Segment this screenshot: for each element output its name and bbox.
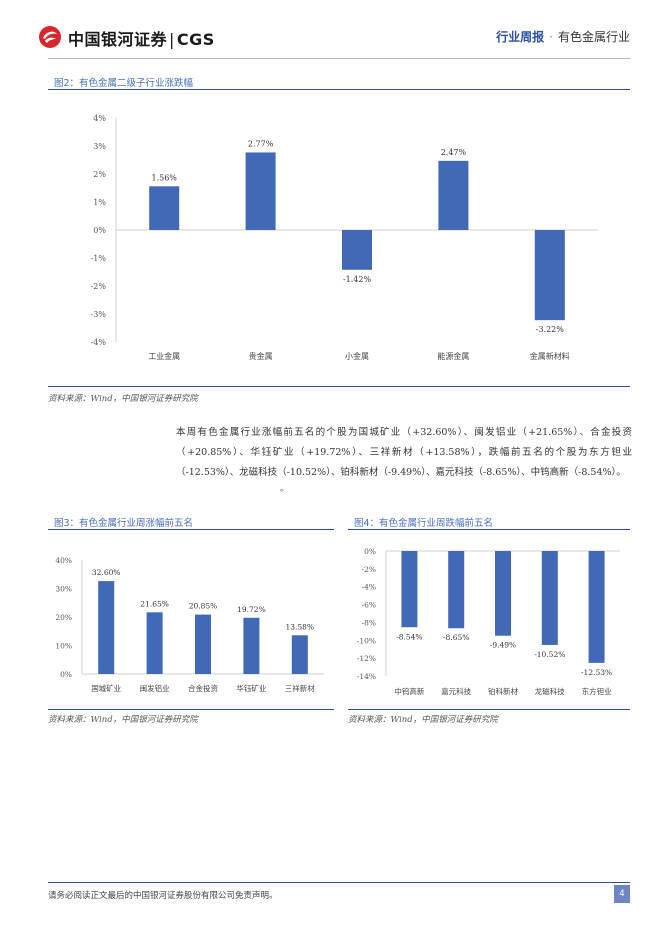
figure3-title: 图3：有色金属行业周涨幅前五名 [54,518,194,529]
figure4-y-tick-label: -12% [357,654,376,663]
figure3-data-label: 19.72% [237,605,266,614]
figure2-y-tick-label: 1% [93,198,106,207]
figure3-y-tick-label: 30% [55,585,72,594]
figure4-category-label: 中钨高新 [394,686,424,696]
figure3-y-tick-label: 20% [55,613,72,622]
footer-divider [48,882,630,883]
figure2-data-label: 1.56% [151,173,177,182]
figure2-bottom-rule [48,386,630,387]
body-paragraph: 本周有色金属行业涨幅前五名的个股为国城矿业（+32.60%）、闽发铝业（+21.… [176,427,632,478]
figure4-category-label: 龙磁科技 [535,686,565,696]
page-header: 中国银河证券 | CGS 行业周报 · 有色金属行业 [0,0,662,70]
figure3-data-label: 21.65% [140,599,169,608]
figure4-y-tick-label: -14% [357,672,376,681]
figure2-bar [149,186,180,230]
figure3-bar [195,614,211,674]
header-separator: · [549,30,553,44]
figure4-y-tick-label: -2% [362,565,376,574]
figure4-category-label: 嘉元科技 [441,686,471,696]
figure2-title: 图2：有色金属二级子行业涨跌幅 [54,78,194,89]
footer-disclaimer: 请务必阅读正文最后的中国银河证券股份有限公司免责声明。 [48,891,278,901]
figure3-category-label: 三祥新材 [285,683,315,693]
figure3-category-label: 华钰矿业 [236,683,266,693]
figure4-y-tick-label: -10% [357,636,376,645]
figure4-data-label: -9.49% [490,641,516,650]
figure4-top-rule [348,529,630,530]
figure4-bar [448,551,465,629]
figure2-y-tick-label: -3% [91,310,107,319]
page-number: 4 [614,885,630,903]
figure2-category-label: 金属新材料 [530,351,570,361]
figure4-y-tick-label: 0% [364,547,376,556]
figure2-y-tick-label: 3% [93,142,106,151]
figure3-y-tick-label: 10% [55,642,72,651]
figure4-bar [588,551,605,663]
figure2-data-label: 2.47% [441,148,467,157]
figure4-title: 图4：有色金属行业周跌幅前五名 [354,518,494,529]
figure3-bar [146,612,163,674]
figure2-y-tick-label: 4% [93,114,106,123]
figure3-category-label: 合金投资 [188,683,218,693]
figure2-data-label: -3.22% [536,325,565,334]
figure2-bar [245,152,276,230]
figure2-y-tick-label: 2% [93,170,106,179]
figure4-data-label: -10.52% [534,650,565,659]
figure2-y-tick-label: -1% [91,254,107,263]
figure4-category-label: 东方钽业 [582,686,612,696]
figure3-data-label: 13.58% [285,622,314,631]
figure4-bottom-rule [348,709,630,710]
figure3-bar [243,617,260,674]
figure3-bar [291,635,308,674]
figure4-chart: 0% -2% -4% -6% -8% -10% -12% -14% -8.54% 中钨高新 -8.6… [357,547,620,696]
figure3-bottom-rule [48,709,334,710]
figure2-bar [534,230,565,321]
figure4-data-label: -8.65% [443,633,469,642]
figure2-y-tick-label: 0% [93,226,106,235]
figure2-category-label: 能源金属 [437,351,469,361]
figure4-source: 资料来源：Wind，中国银河证券研究院 [348,715,498,725]
figure2-data-label: 2.77% [248,139,274,148]
figure3-bar [98,581,115,674]
report-category: 行业周报 · 有色金属行业 [496,28,630,45]
figure3-source: 资料来源：Wind，中国银河证券研究院 [48,715,198,725]
figure3-category-label: 闽发铝业 [140,683,170,693]
figure4-bar [401,551,418,628]
figure2-top-rule [48,89,630,90]
figure2-source: 资料来源：Wind，中国银河证券研究院 [48,394,198,404]
figure2-data-label: -1.42% [343,275,372,284]
figure4-category-label: 铂科新材 [488,686,518,696]
brand-name: 中国银河证券 | CGS [68,26,215,50]
brand-separator: | [169,30,175,49]
figure3-data-label: 20.85% [189,602,218,611]
figure2-category-label: 贵金属 [249,351,273,361]
figure3-category-label: 国城矿业 [91,683,121,693]
figure2-bar [342,230,372,270]
figure4-y-tick-label: -4% [362,583,376,592]
figure3-data-label: 32.60% [92,568,121,577]
figure4-data-label: -8.54% [396,632,422,641]
brand-name-en: CGS [176,30,215,49]
figure2-bar [438,160,469,230]
figure2-y-tick-label: -2% [91,282,107,291]
figure4-y-tick-label: -6% [362,601,376,610]
figure3-top-rule [48,529,334,530]
figure2-y-tick-label: -4% [91,338,107,347]
figure4-bar [541,551,558,645]
cgs-logo-icon [39,26,61,48]
figure3-y-tick-label: 0% [60,670,72,679]
figure4-bar [495,551,511,636]
figure3-y-tick-label: 40% [55,556,72,565]
figure4-data-label: -12.53% [581,668,612,677]
figure2-category-label: 工业金属 [148,351,180,361]
brand-name-cn: 中国银河证券 [68,30,168,49]
industry-name: 有色金属行业 [557,30,630,44]
figure2-chart: 4% 3% 2% 1% 0% -1% -2% -3% -4% 1.56% 工业金属 2.77% 贵金属 -… [91,114,598,361]
paragraph-trailing-mark: 。 [280,484,290,494]
figure4-y-tick-label: -8% [362,618,376,627]
header-divider [48,58,630,59]
report-type: 行业周报 [496,30,545,44]
figure3-chart: 40% 30% 20% 10% 0% 32.60% 国城矿业 21.65% 闽发铝业 20.85%… [55,556,324,693]
figure2-category-label: 小金属 [345,351,369,361]
